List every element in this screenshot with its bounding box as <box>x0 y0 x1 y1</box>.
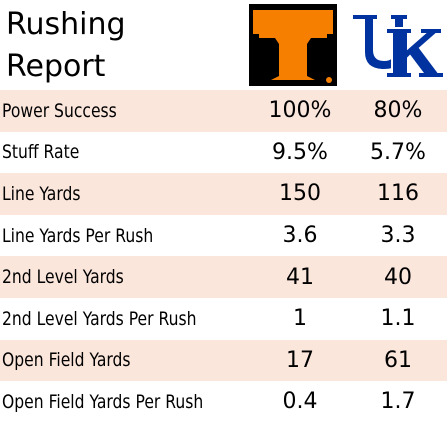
tennessee-logo-icon <box>249 4 337 86</box>
tennessee-value: 3.6 <box>282 223 318 249</box>
kentucky-value: 1.1 <box>380 306 416 332</box>
tennessee-value: 17 <box>286 347 314 373</box>
table-row: 2nd Level Yards 41 40 <box>0 256 447 298</box>
table-row: Open Field Yards Per Rush 0.4 1.7 <box>0 381 447 423</box>
report-header: Rushing Report <box>0 0 447 90</box>
stats-table: Power Success 100% 80% Stuff Rate 9.5% 5… <box>0 90 447 423</box>
kentucky-value: 61 <box>384 347 412 373</box>
stat-label: Open Field Yards <box>2 349 131 372</box>
table-row: Power Success 100% 80% <box>0 90 447 132</box>
tennessee-value: 150 <box>279 181 321 207</box>
stat-label: Stuff Rate <box>2 141 80 164</box>
kentucky-value: 40 <box>384 264 412 290</box>
stat-label: Line Yards <box>2 182 81 205</box>
table-row: Stuff Rate 9.5% 5.7% <box>0 132 447 174</box>
stat-label: 2nd Level Yards Per Rush <box>2 307 197 330</box>
stat-label: Line Yards Per Rush <box>2 224 154 247</box>
stat-label: 2nd Level Yards <box>2 266 124 289</box>
kentucky-value: 116 <box>377 181 419 207</box>
stat-label: Open Field Yards Per Rush <box>2 390 204 413</box>
report-title: Rushing Report <box>6 4 126 88</box>
title-line-1: Rushing <box>6 7 126 42</box>
kentucky-logo-icon <box>348 4 446 82</box>
kentucky-value: 3.3 <box>380 223 416 249</box>
table-row: 2nd Level Yards Per Rush 1 1.1 <box>0 298 447 340</box>
table-row: Line Yards Per Rush 3.6 3.3 <box>0 215 447 257</box>
kentucky-value: 1.7 <box>380 389 416 415</box>
tennessee-value: 100% <box>268 98 332 124</box>
tennessee-value: 9.5% <box>272 139 328 165</box>
kentucky-value: 80% <box>373 98 423 124</box>
tennessee-value: 1 <box>293 306 307 332</box>
tennessee-value: 41 <box>286 264 314 290</box>
stat-label: Power Success <box>2 99 117 122</box>
table-row: Open Field Yards 17 61 <box>0 339 447 382</box>
title-line-2: Report <box>6 49 106 84</box>
table-row: Line Yards 150 116 <box>0 173 447 215</box>
tennessee-value: 0.4 <box>282 389 318 415</box>
kentucky-value: 5.7% <box>370 139 426 165</box>
